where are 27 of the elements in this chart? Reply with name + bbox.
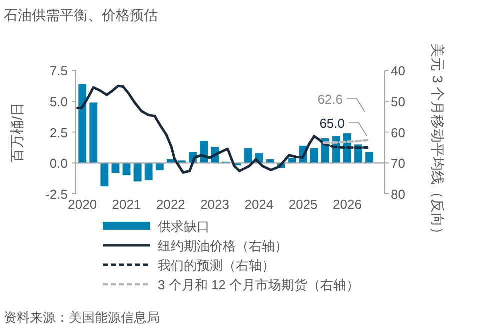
y2-tick-label: 40	[391, 64, 406, 79]
annotation: 62.6	[318, 92, 343, 107]
x-tick-label: 2020	[68, 197, 98, 212]
y2-tick-label: 80	[391, 187, 406, 202]
text: 资料来源：美国能源信息局	[4, 310, 160, 325]
legend-label: 纽约期油价格（右轴）	[158, 238, 288, 254]
legend-label: 3 个月和 12 个月市场期货（右轴）	[158, 278, 360, 292]
y-tick-label: 0.0	[50, 156, 68, 172]
annotation: 65.0	[320, 116, 345, 131]
legend-label: 供求缺口	[158, 219, 210, 234]
y-tick-label: 7.5	[50, 64, 68, 79]
y2-axis-title: 美元 3 个月移动平均线（反向）	[430, 44, 446, 242]
y-tick-label: 5.0	[50, 94, 68, 110]
x-tick-label: 2025	[288, 197, 318, 212]
y2-tick-label: 60	[391, 125, 406, 140]
chart-title: 石油供需平衡、价格预估	[4, 7, 158, 23]
x-tick-label: 2026	[333, 197, 362, 212]
y-tick-label: -2.5	[46, 187, 68, 202]
legend-label: 我们的预测（右轴）	[158, 258, 275, 273]
y2-tick-label: 70	[391, 156, 406, 172]
y-axis-title: 百万桶/日	[9, 102, 25, 162]
x-tick-label: 2023	[200, 197, 230, 212]
x-tick-label: 2021	[112, 197, 142, 212]
y-tick-label: 2.5	[50, 125, 68, 140]
x-tick-label: 2024	[244, 197, 274, 212]
y2-tick-label: 50	[391, 94, 406, 110]
x-tick-label: 2022	[156, 197, 186, 212]
